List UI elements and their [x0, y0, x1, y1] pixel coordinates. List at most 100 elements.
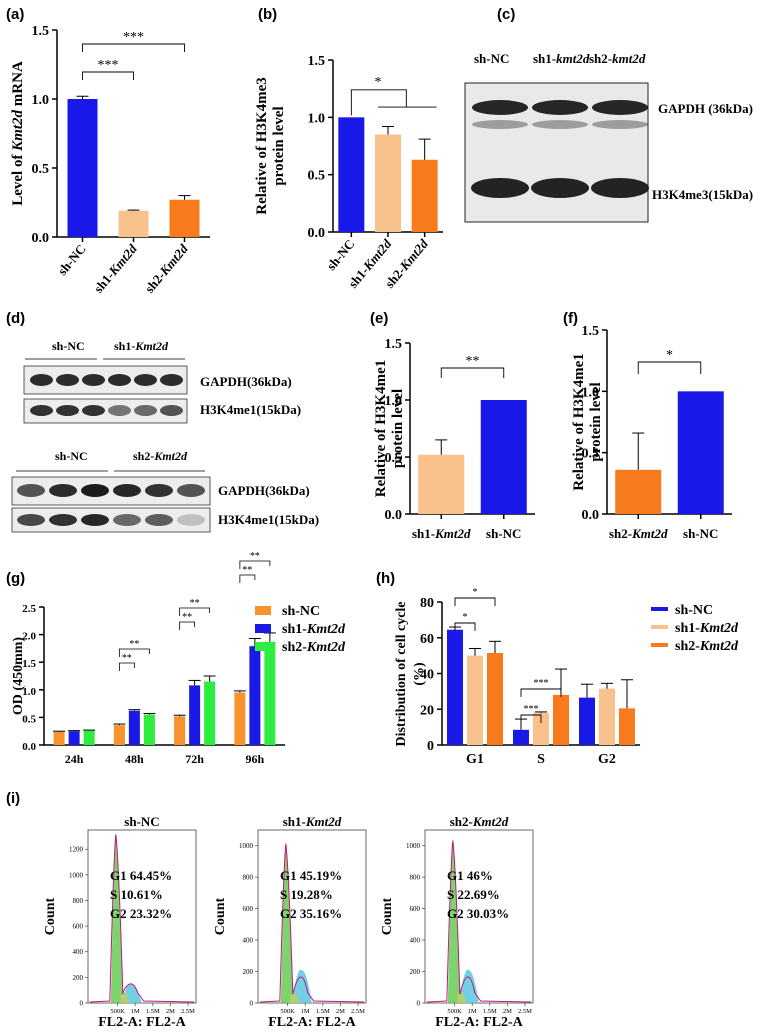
legend-label-g-part: sh1-	[282, 622, 307, 637]
blot-group-label-d2: sh-NC	[55, 449, 88, 463]
blot-band-d2	[49, 514, 77, 526]
y-tick-label-h: 20	[420, 703, 434, 718]
legend-label-h-part: sh1-	[675, 621, 700, 636]
flow-stat: G2 35.16%	[280, 906, 342, 921]
bar-g	[189, 685, 201, 745]
bar-g	[68, 731, 80, 745]
y-tick-label-b: 1.5	[308, 54, 326, 69]
blot-band-d2	[177, 514, 205, 526]
blot-band-d1	[82, 405, 105, 416]
significance-bracket-b	[350, 89, 407, 116]
flow-fit-curve	[426, 840, 532, 1003]
flow-plot-2: sh1-Kmt2d 0 200 400 600 800 1000 500K 1M 1.5M 2M 2.…	[213, 814, 367, 1030]
blot-band-d1	[56, 405, 79, 416]
x-tick-label-g: 96h	[246, 752, 265, 766]
flow-y-axis-label: Count	[380, 897, 395, 935]
blot-band-label-c: H3K4me3(15kDa)	[652, 187, 753, 202]
flow-y-tick-label: 200	[73, 974, 84, 982]
bar-b	[375, 134, 401, 232]
x-tick-label-b-part: sh-NC	[323, 236, 357, 273]
blot-band-d2	[49, 484, 77, 497]
x-tick-label-f-part: sh-NC	[683, 526, 718, 541]
flow-x-tick-label: 1.5M	[316, 1008, 330, 1015]
significance-bracket-h3-label: ***	[524, 704, 539, 715]
y-axis-label-g: OD (450mm)	[11, 637, 26, 715]
blot-group-label-d2-part: sh2-	[133, 449, 154, 463]
blot-group-label-d2: sh2-Kmt2d	[133, 449, 188, 463]
bar-h	[487, 652, 503, 745]
blot-band-d1	[56, 374, 79, 386]
flow-x-tick-label: 1M	[468, 1008, 477, 1015]
blot-band-label-d1: GAPDH(36kDa)	[200, 374, 292, 389]
y-axis-label-a: Level of Kmt2d mRNA	[10, 61, 26, 206]
panel-label-g: (g)	[6, 570, 25, 587]
chart-g: 0.0 0.5 1.0 1.5 2.0 2.5 24h 48h 72h 96h OD (450mm)…	[11, 551, 346, 766]
significance-bracket-g	[118, 648, 150, 657]
bar-h	[533, 712, 549, 745]
flow-y-tick-label: 800	[243, 874, 254, 882]
blot-band-c	[591, 178, 649, 198]
flow-y-tick-label: 1000	[69, 871, 84, 879]
legend-label-h: sh-NC	[675, 603, 713, 618]
flow-s-phase	[289, 992, 300, 1003]
y-tick-label-g: 0.0	[22, 741, 36, 753]
legend-label-h: sh2-Kmt2d	[675, 639, 739, 654]
significance-bracket-h3	[520, 714, 542, 723]
y-tick-label-g: 2.5	[22, 603, 36, 615]
significance-bracket-a1	[82, 71, 134, 80]
flow-stat: G1 64.45%	[110, 868, 172, 883]
significance-bracket-e-label: **	[466, 354, 480, 369]
significance-bracket-h4	[520, 688, 562, 697]
legend-label-h-part: sh2-	[675, 639, 700, 654]
y-axis-label-f: Relative of H3K4me1	[571, 353, 587, 490]
x-tick-label-h: G1	[466, 752, 484, 767]
legend-label-g: sh1-Kmt2d	[282, 622, 346, 637]
blot-band-label-d2: GAPDH(36kDa)	[218, 483, 310, 498]
bar-a	[169, 199, 200, 237]
blot-band-c	[472, 120, 528, 129]
flow-title: sh-NC	[124, 814, 159, 829]
flow-x-tick-label: 1.5M	[146, 1008, 160, 1015]
flow-y-tick-label: 0	[417, 1000, 421, 1008]
flow-y-tick-label: 600	[410, 905, 421, 913]
x-tick-label-g: 24h	[65, 752, 84, 766]
bar-g	[113, 725, 125, 745]
blot-band-c	[472, 100, 528, 115]
bar-e	[418, 454, 465, 514]
flow-x-axis-label: FL2-A: FL2-A	[435, 1015, 523, 1030]
flow-x-tick-label: 2M	[336, 1008, 345, 1015]
chart-h: 0 20 40 60 80 G1 S G2 Distribution of cell cycle…	[394, 587, 739, 767]
panel-label-b: (b)	[258, 6, 277, 23]
y-axis-label-a-part: mRNA	[10, 61, 26, 110]
blot-band-d1	[108, 405, 131, 416]
legend-swatch-g	[255, 624, 271, 633]
flow-g1-peak	[447, 842, 460, 1003]
flow-x-tick-label: 1.5M	[483, 1008, 497, 1015]
panel-label-f: (f)	[563, 310, 578, 327]
bar-e	[480, 400, 527, 514]
blot-group-label-d2-part: sh-NC	[55, 449, 88, 463]
significance-bracket-g	[118, 662, 135, 671]
blot-band-d2	[17, 514, 45, 526]
blot-d1: sh-NC sh1-Kmt2d GAPDH(36kDa) H3K4me1(15kDa)	[23, 339, 301, 424]
blot-lane-label-c-part: sh-NC	[474, 51, 509, 66]
blot-band-d2	[177, 484, 205, 497]
x-tick-label-h: S	[537, 752, 545, 767]
bar-h	[553, 694, 569, 745]
flow-y-tick-label: 600	[243, 905, 254, 913]
y-tick-label-a: 1.5	[32, 24, 50, 39]
y-axis-label-f: protein level	[588, 382, 604, 461]
bar-h	[513, 729, 529, 745]
legend-label-h: sh1-Kmt2d	[675, 621, 739, 636]
flow-x-tick-label: 500K	[110, 1008, 125, 1015]
flow-g1-peak	[280, 845, 293, 1003]
flow-y-tick-label: 600	[73, 923, 84, 931]
flow-stat: S 10.61%	[110, 887, 163, 902]
blot-lane-label-c-part: kmt2d	[612, 51, 646, 66]
blot-group-label-d1: sh-NC	[52, 339, 85, 353]
flow-y-tick-label: 800	[410, 874, 421, 882]
y-axis-label-b: protein level	[271, 106, 287, 185]
legend-label-g-part: Kmt2d	[306, 640, 346, 655]
y-tick-label-e: 1.0	[385, 394, 403, 409]
bar-g	[174, 716, 186, 745]
